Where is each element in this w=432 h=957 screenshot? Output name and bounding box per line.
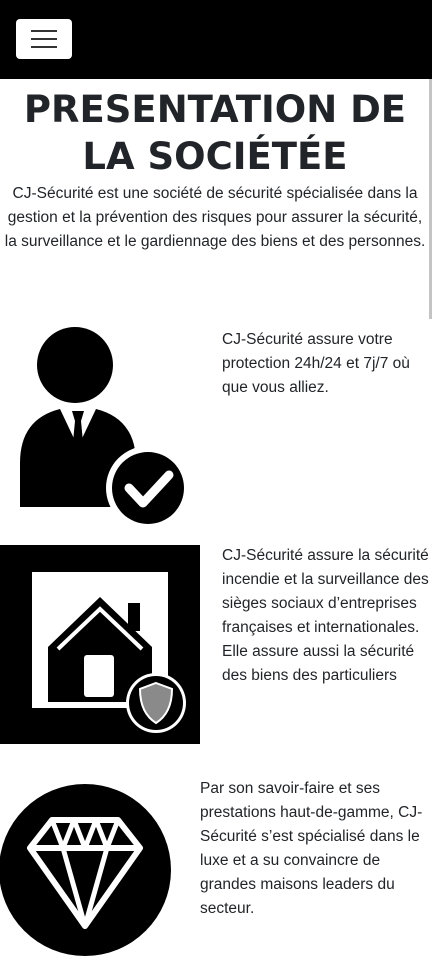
menu-icon: [31, 30, 57, 32]
page-title: PRESENTATION DE LA SOCIÉTÉE: [23, 88, 407, 178]
feature-text-protection: CJ-Sécurité assure votre protection 24h/…: [222, 331, 410, 396]
diamond-icon: [0, 784, 171, 956]
navbar-toggle-button[interactable]: [16, 19, 72, 59]
menu-icon-bar: [31, 46, 57, 48]
scrollbar[interactable]: [429, 79, 432, 319]
feature-text-luxury: Par son savoir-faire et ses prestations …: [200, 780, 423, 917]
feature-text-fire-safety: CJ-Sécurité assure la sécurité incendie …: [222, 547, 429, 684]
intro-paragraph: CJ-Sécurité est une société de sécurité …: [4, 185, 426, 250]
security-agent-check-icon: [20, 327, 190, 530]
navbar: [0, 0, 432, 79]
menu-icon-bar: [31, 38, 57, 40]
house-shield-icon: [0, 545, 200, 744]
